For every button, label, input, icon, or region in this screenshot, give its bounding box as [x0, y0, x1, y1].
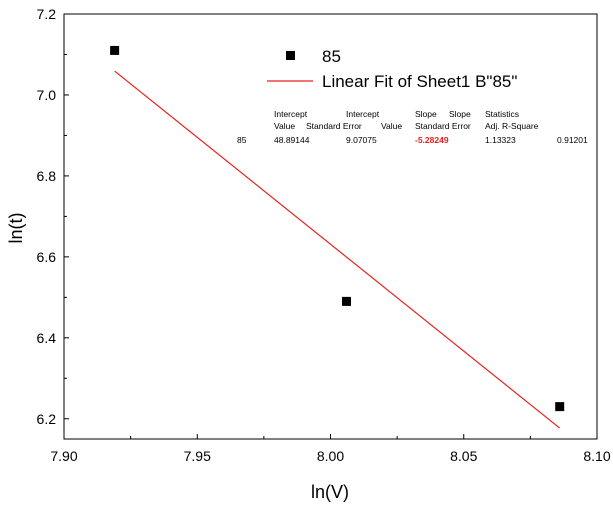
- y-tick-label: 6.4: [37, 330, 57, 346]
- fit-line-layer: [114, 70, 561, 429]
- scatter-points-layer: [110, 45, 565, 412]
- stat-subheader-stderr-1: Standard Error: [306, 121, 362, 131]
- stat-header-intercept-1: Intercept: [274, 109, 308, 119]
- stat-header-slope-2: Slope: [449, 109, 471, 119]
- stat-header-intercept-2: Intercept: [346, 109, 380, 119]
- stat-subheader-adj-r2: Adj. R-Square: [485, 121, 539, 131]
- legend-label-scatter: 85: [322, 47, 341, 66]
- stat-intercept-value: 48.89144: [274, 135, 310, 145]
- x-tick-label: 8.05: [450, 448, 477, 464]
- fit-line: [114, 70, 561, 429]
- y-tick-label: 6.8: [37, 168, 57, 184]
- x-axis-title: ln(V): [311, 482, 349, 502]
- stat-slope-stderr: 1.13323: [485, 135, 516, 145]
- legend-marker-square: [286, 51, 295, 60]
- scatter-point: [555, 402, 565, 412]
- x-tick-label: 7.90: [50, 448, 77, 464]
- stat-subheader-value-1: Value: [274, 121, 295, 131]
- x-tick-label: 7.95: [184, 448, 211, 464]
- x-tick-label: 8.10: [583, 448, 610, 464]
- scatter-point: [110, 45, 120, 55]
- x-tick-label: 8.00: [317, 448, 344, 464]
- y-tick-label: 6.6: [37, 249, 57, 265]
- stat-slope-value: -5.28249: [415, 135, 449, 145]
- stat-row-label: 85: [237, 135, 247, 145]
- x-axis-ticks: 7.90 7.95 8.00 8.05 8.10: [50, 434, 611, 464]
- legend-label-fit: Linear Fit of Sheet1 B"85": [322, 72, 517, 91]
- y-axis-title: ln(t): [6, 213, 26, 244]
- y-axis-ticks: 6.2 6.4 6.6 6.8 7.0 7.2: [37, 6, 69, 427]
- y-tick-label: 7.2: [37, 6, 57, 22]
- stat-adj-r2-value: 0.91201: [557, 135, 588, 145]
- legend: 85 Linear Fit of Sheet1 B"85": [267, 47, 517, 91]
- scatter-point: [341, 296, 351, 306]
- stat-intercept-stderr: 9.07075: [346, 135, 377, 145]
- stat-subheader-stderr-2: Standard Error: [415, 121, 471, 131]
- stat-header-slope-1: Slope: [415, 109, 437, 119]
- y-tick-label: 7.0: [37, 87, 57, 103]
- stat-subheader-value-2: Value: [381, 121, 402, 131]
- y-tick-label: 6.2: [37, 411, 57, 427]
- stat-header-statistics: Statistics: [485, 109, 519, 119]
- fit-statistics-table: Intercept Intercept Slope Slope Statisti…: [237, 109, 588, 145]
